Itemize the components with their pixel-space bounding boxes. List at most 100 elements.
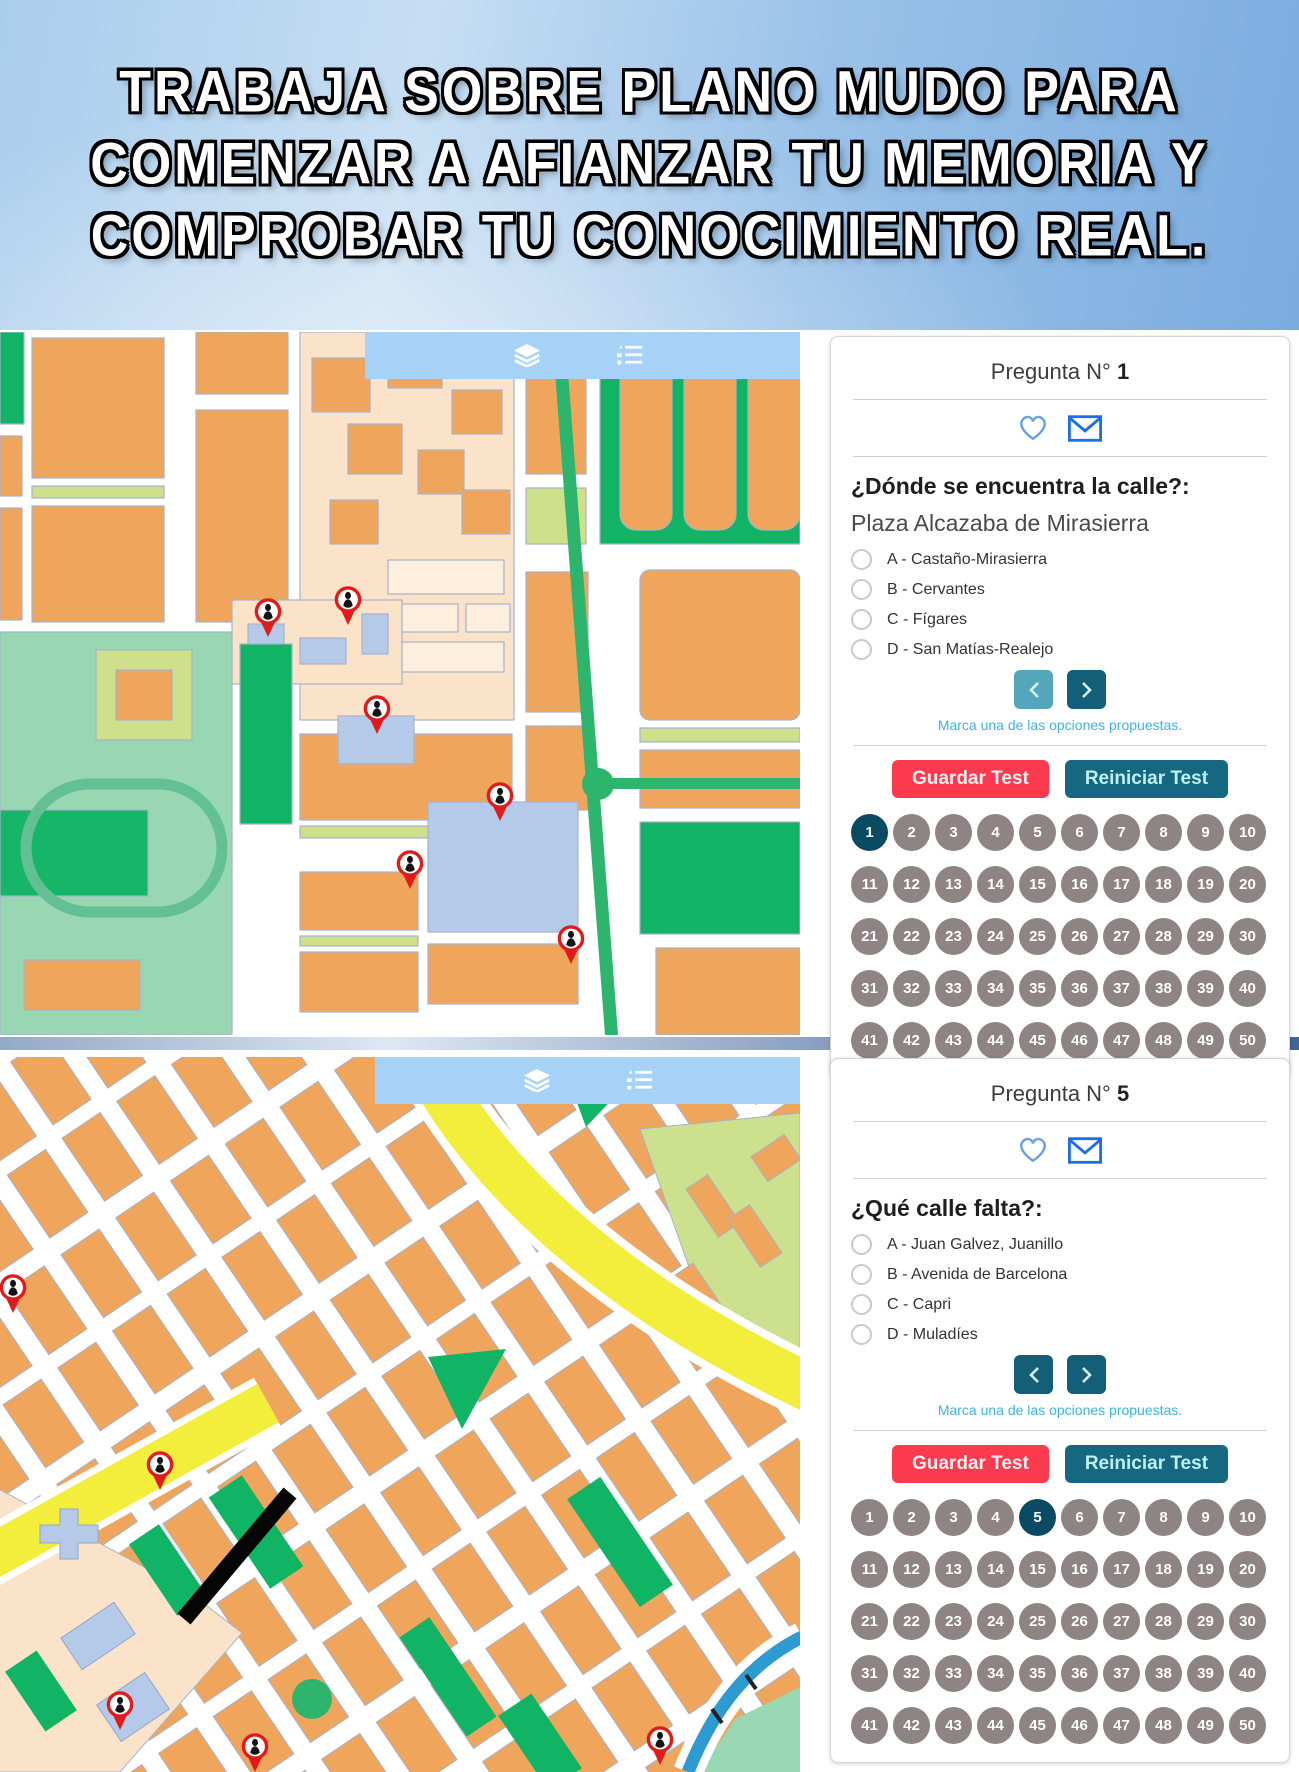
next-question-button[interactable] [1067,670,1106,709]
save-test-button[interactable]: Guardar Test [891,1445,1049,1483]
question-number-40[interactable]: 40 [1229,970,1266,1007]
envelope-icon[interactable] [1068,1136,1102,1164]
question-number-43[interactable]: 43 [935,1022,972,1059]
question-number-31[interactable]: 31 [851,970,888,1007]
question-number-20[interactable]: 20 [1229,866,1266,903]
answer-option[interactable]: D - Muladíes [851,1324,1269,1345]
question-number-1[interactable]: 1 [851,814,888,851]
question-number-36[interactable]: 36 [1061,1655,1098,1692]
answer-option[interactable]: C - Fígares [851,609,1269,630]
question-number-2[interactable]: 2 [893,814,930,851]
previous-question-button[interactable] [1014,670,1053,709]
radio-button[interactable] [851,1324,872,1345]
question-number-5[interactable]: 5 [1019,814,1056,851]
question-number-4[interactable]: 4 [977,1499,1014,1536]
question-number-42[interactable]: 42 [893,1022,930,1059]
question-number-30[interactable]: 30 [1229,918,1266,955]
question-number-28[interactable]: 28 [1145,1603,1182,1640]
question-number-29[interactable]: 29 [1187,1603,1224,1640]
question-number-44[interactable]: 44 [977,1022,1014,1059]
radio-button[interactable] [851,1234,872,1255]
question-number-4[interactable]: 4 [977,814,1014,851]
answer-option[interactable]: B - Avenida de Barcelona [851,1264,1269,1285]
radio-button[interactable] [851,1294,872,1315]
next-question-button[interactable] [1067,1355,1106,1394]
question-number-30[interactable]: 30 [1229,1603,1266,1640]
envelope-icon[interactable] [1068,414,1102,442]
question-number-12[interactable]: 12 [893,866,930,903]
question-number-8[interactable]: 8 [1145,814,1182,851]
list-icon[interactable] [623,1065,657,1095]
question-number-33[interactable]: 33 [935,1655,972,1692]
question-number-49[interactable]: 49 [1187,1707,1224,1744]
question-number-10[interactable]: 10 [1229,1499,1266,1536]
reset-test-button[interactable]: Reiniciar Test [1064,760,1229,798]
layers-icon[interactable] [510,340,544,370]
question-number-26[interactable]: 26 [1061,918,1098,955]
question-number-19[interactable]: 19 [1187,866,1224,903]
question-number-47[interactable]: 47 [1103,1022,1140,1059]
heart-icon[interactable] [1018,1136,1048,1164]
answer-option[interactable]: A - Juan Galvez, Juanillo [851,1234,1269,1255]
question-number-23[interactable]: 23 [935,918,972,955]
question-number-46[interactable]: 46 [1061,1707,1098,1744]
question-number-14[interactable]: 14 [977,866,1014,903]
question-number-6[interactable]: 6 [1061,1499,1098,1536]
question-number-17[interactable]: 17 [1103,1551,1140,1588]
question-number-26[interactable]: 26 [1061,1603,1098,1640]
question-number-23[interactable]: 23 [935,1603,972,1640]
question-number-33[interactable]: 33 [935,970,972,1007]
question-number-34[interactable]: 34 [977,970,1014,1007]
question-number-15[interactable]: 15 [1019,866,1056,903]
question-number-7[interactable]: 7 [1103,1499,1140,1536]
question-number-16[interactable]: 16 [1061,1551,1098,1588]
city-map[interactable] [0,332,800,1035]
radio-button[interactable] [851,639,872,660]
question-number-20[interactable]: 20 [1229,1551,1266,1588]
save-test-button[interactable]: Guardar Test [891,760,1049,798]
question-number-48[interactable]: 48 [1145,1022,1182,1059]
radio-button[interactable] [851,579,872,600]
question-number-34[interactable]: 34 [977,1655,1014,1692]
question-number-42[interactable]: 42 [893,1707,930,1744]
question-number-27[interactable]: 27 [1103,1603,1140,1640]
question-number-45[interactable]: 45 [1019,1707,1056,1744]
radio-button[interactable] [851,549,872,570]
question-number-12[interactable]: 12 [893,1551,930,1588]
list-icon[interactable] [613,340,647,370]
question-number-7[interactable]: 7 [1103,814,1140,851]
question-number-28[interactable]: 28 [1145,918,1182,955]
question-number-11[interactable]: 11 [851,1551,888,1588]
question-number-21[interactable]: 21 [851,1603,888,1640]
question-number-8[interactable]: 8 [1145,1499,1182,1536]
question-number-50[interactable]: 50 [1229,1022,1266,1059]
question-number-18[interactable]: 18 [1145,866,1182,903]
question-number-13[interactable]: 13 [935,866,972,903]
question-number-44[interactable]: 44 [977,1707,1014,1744]
question-number-6[interactable]: 6 [1061,814,1098,851]
question-number-40[interactable]: 40 [1229,1655,1266,1692]
question-number-35[interactable]: 35 [1019,1655,1056,1692]
question-number-48[interactable]: 48 [1145,1707,1182,1744]
question-number-35[interactable]: 35 [1019,970,1056,1007]
reset-test-button[interactable]: Reiniciar Test [1064,1445,1229,1483]
layers-icon[interactable] [520,1065,554,1095]
question-number-22[interactable]: 22 [893,1603,930,1640]
question-number-21[interactable]: 21 [851,918,888,955]
question-number-50[interactable]: 50 [1229,1707,1266,1744]
question-number-19[interactable]: 19 [1187,1551,1224,1588]
answer-option[interactable]: C - Capri [851,1294,1269,1315]
question-number-13[interactable]: 13 [935,1551,972,1588]
question-number-37[interactable]: 37 [1103,970,1140,1007]
question-number-9[interactable]: 9 [1187,1499,1224,1536]
question-number-39[interactable]: 39 [1187,970,1224,1007]
question-number-37[interactable]: 37 [1103,1655,1140,1692]
radio-button[interactable] [851,609,872,630]
city-map[interactable] [0,1057,800,1772]
question-number-25[interactable]: 25 [1019,1603,1056,1640]
question-number-38[interactable]: 38 [1145,970,1182,1007]
heart-icon[interactable] [1018,414,1048,442]
previous-question-button[interactable] [1014,1355,1053,1394]
question-number-31[interactable]: 31 [851,1655,888,1692]
question-number-5[interactable]: 5 [1019,1499,1056,1536]
